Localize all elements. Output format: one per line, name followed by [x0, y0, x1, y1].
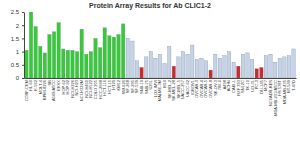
bar — [241, 54, 244, 78]
y-tick: 2.5 — [11, 9, 24, 15]
bar — [52, 32, 55, 78]
x-axis: CCRF-CEMHL-60K-562MOLT-4RPMI-8226SRA549/… — [24, 79, 297, 116]
bar — [163, 63, 166, 78]
bar — [186, 54, 189, 78]
bar — [237, 66, 240, 78]
bar — [80, 29, 83, 78]
y-tick-mark — [22, 65, 24, 66]
y-tick-label: 2.5 — [11, 9, 20, 15]
bar — [71, 50, 74, 78]
bar — [94, 38, 97, 78]
bar — [292, 49, 295, 78]
bar — [112, 37, 115, 78]
bar — [204, 61, 207, 78]
bar — [75, 52, 78, 78]
bar — [103, 28, 106, 78]
x-tick-label: T-47D — [291, 80, 296, 91]
y-tick-mark — [22, 12, 24, 13]
bar — [62, 49, 65, 78]
bar — [283, 57, 286, 78]
bar — [209, 70, 212, 78]
bar — [131, 41, 134, 78]
bar — [126, 38, 129, 78]
bar — [89, 52, 92, 78]
bar — [154, 58, 157, 78]
bar — [149, 52, 152, 78]
bar — [66, 50, 69, 78]
bar — [144, 57, 147, 78]
bar — [181, 52, 184, 78]
y-tick: 1.5 — [11, 36, 24, 42]
title: Protein Array Results for Ab CLIC1-2 — [89, 2, 211, 10]
bar — [278, 58, 281, 78]
x-axis-line — [25, 78, 297, 79]
bar — [195, 60, 198, 78]
bar — [273, 62, 276, 78]
x-tick: T-47D — [291, 80, 296, 91]
bars — [25, 12, 296, 78]
bar — [287, 56, 290, 78]
bar — [29, 12, 32, 78]
bar — [223, 56, 226, 78]
bar — [39, 46, 42, 78]
bar — [214, 54, 217, 78]
bar — [218, 58, 221, 78]
bar — [260, 67, 263, 78]
bar — [85, 54, 88, 78]
bar — [57, 23, 60, 78]
bar — [117, 34, 120, 78]
y-axis: 0 0.5 1 1.5 2 2.5 — [11, 9, 25, 81]
bar — [232, 62, 235, 78]
y-tick: 2 — [16, 23, 24, 29]
y-tick-label: 2 — [16, 23, 20, 29]
plot: 0 0.5 1 1.5 2 2.5 CCRF-CEMHL-60K-562MOLT-4RPMI… — [11, 9, 297, 116]
bar — [200, 58, 203, 78]
y-tick-label: 1 — [16, 49, 20, 55]
bar — [250, 60, 253, 78]
bar — [167, 46, 170, 78]
bar — [135, 61, 138, 78]
y-tick-mark — [22, 25, 24, 26]
y-tick-label: 0.5 — [11, 62, 20, 68]
y-tick: 0 — [16, 75, 24, 81]
bar — [98, 48, 101, 78]
bar — [140, 67, 143, 78]
y-tick-label: 0 — [16, 75, 20, 81]
bar — [177, 57, 180, 78]
bar — [121, 24, 124, 78]
bar — [269, 54, 272, 78]
bar — [191, 45, 194, 78]
y-tick-mark — [22, 52, 24, 53]
bar — [158, 54, 161, 78]
bar — [255, 69, 258, 78]
y-tick: 1 — [16, 49, 24, 55]
bar — [34, 27, 37, 78]
bar — [264, 56, 267, 78]
bar — [43, 53, 46, 78]
bar — [172, 66, 175, 78]
bar — [227, 52, 230, 78]
y-tick-mark — [22, 78, 24, 79]
chart: Protein Array Results for Ab CLIC1-2 0 0.5… — [0, 0, 300, 144]
y-tick-mark — [22, 38, 24, 39]
bar — [25, 50, 28, 78]
y-tick: 0.5 — [11, 62, 24, 68]
y-axis-line — [24, 13, 25, 79]
bar — [108, 36, 111, 78]
bar — [246, 53, 249, 78]
y-tick-label: 1.5 — [11, 36, 20, 42]
bar — [48, 34, 51, 78]
